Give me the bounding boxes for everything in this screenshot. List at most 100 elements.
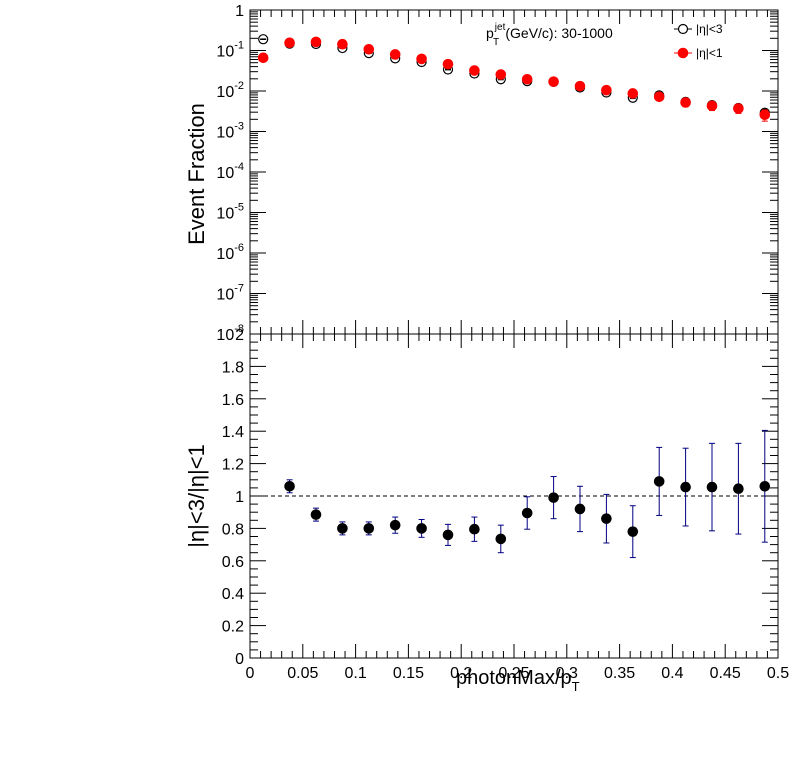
- data-point: [759, 109, 771, 120]
- y-tick-base: 10: [216, 84, 234, 101]
- data-point: [627, 526, 639, 537]
- y-tick-exponent: -7: [234, 283, 244, 295]
- y-tick-label: 0.6: [222, 554, 244, 571]
- x-tick-label: 0.35: [604, 665, 635, 682]
- data-point: [442, 529, 454, 541]
- annotation-main: p: [486, 25, 494, 41]
- x-tick-label: 0.1: [344, 665, 366, 682]
- y-tick-label: 10-3: [216, 121, 244, 142]
- data-point: [574, 80, 586, 92]
- y-tick-base: 10: [216, 44, 234, 61]
- data-point: [389, 49, 401, 60]
- data-point: [706, 481, 718, 493]
- bottom-panel: 0 0.2 0.4 0.6 0.8 1 1.2 1.4 1.6 1.8 2 0 0.05 0.1 0.15 0…: [184, 327, 789, 694]
- data-point: [310, 509, 322, 520]
- y-tick-label: 0: [235, 651, 244, 668]
- data-point: [601, 513, 612, 524]
- x-tick-label: 0.5: [767, 665, 789, 682]
- y-tick-label: 10-8: [216, 323, 244, 344]
- y-tick-label: 1.8: [222, 359, 244, 376]
- y-tick-base: 10: [216, 327, 234, 344]
- x-tick-label: 0.25: [498, 665, 529, 682]
- y-tick-exponent: -2: [234, 80, 244, 92]
- annotation-sup: jet: [494, 22, 506, 33]
- x-tick-label: 0.05: [287, 665, 318, 682]
- x-tick-label: 0.15: [393, 665, 424, 682]
- y-tick-exponent: -6: [234, 242, 244, 254]
- y-tick-base: 10: [216, 165, 234, 182]
- legend-marker: [677, 23, 689, 35]
- data-point: [653, 91, 665, 103]
- series-ratio: [284, 429, 771, 559]
- data-point: [442, 58, 454, 70]
- y-tick-label: 0.4: [222, 586, 244, 603]
- y-tick-exponent: -1: [234, 40, 244, 52]
- x-axis-title-main: photonMax/p: [456, 667, 572, 689]
- y-tick-exponent: -8: [234, 323, 244, 335]
- y-tick-label: 10-1: [216, 40, 244, 61]
- data-point: [310, 36, 322, 48]
- y-tick-label: 10-2: [216, 80, 244, 101]
- data-point: [337, 523, 348, 534]
- x-tick-label: 0.4: [661, 665, 683, 682]
- y-tick-base: 10: [216, 246, 234, 263]
- data-point: [495, 69, 507, 80]
- x-tick-label: 0.45: [710, 665, 741, 682]
- data-point: [284, 37, 295, 49]
- data-point: [495, 533, 507, 545]
- data-point: [653, 476, 665, 487]
- annotation-sub: T: [493, 37, 499, 48]
- y-tick-label: 0.8: [222, 521, 244, 538]
- x-tick-label: 0.3: [556, 665, 578, 682]
- x-tick-label: 0: [246, 665, 255, 682]
- series-eta-lt-1: [257, 36, 771, 122]
- data-point: [337, 38, 348, 50]
- legend-marker: [677, 47, 689, 59]
- data-point: [521, 73, 533, 85]
- data-point: [601, 84, 612, 96]
- y-tick-base: 1: [235, 3, 244, 20]
- data-point: [363, 523, 375, 534]
- data-point: [363, 44, 375, 55]
- data-point: [548, 76, 559, 87]
- data-point: [257, 52, 269, 64]
- data-point: [416, 53, 427, 65]
- y-tick-label: 10-6: [216, 242, 244, 263]
- y-tick-exponent: -4: [234, 161, 244, 173]
- data-point: [416, 523, 427, 534]
- y-tick-label: 2: [235, 327, 244, 344]
- x-axis-title-sub: T: [572, 679, 580, 694]
- y-tick-label: 1: [235, 3, 244, 20]
- data-point: [469, 523, 480, 535]
- data-point: [389, 519, 401, 531]
- series-eta-lt-3: [258, 34, 770, 118]
- y-tick-label: 10-7: [216, 283, 244, 304]
- data-point: [733, 103, 744, 114]
- y-tick-label: 1.2: [222, 457, 244, 474]
- y-tick-label: 10-5: [216, 202, 244, 223]
- data-point: [574, 503, 586, 515]
- y-tick-base: 10: [216, 206, 234, 223]
- x-tick-label: 0.2: [450, 665, 472, 682]
- data-point: [469, 65, 480, 76]
- y-tick-exponent: -5: [234, 202, 244, 214]
- annotation-rest: (GeV/c): 30-1000: [505, 25, 613, 41]
- y-axis-title-bottom: |η|<3/|η|<1: [184, 444, 209, 548]
- x-axis-title: photonMax/pT: [456, 667, 580, 694]
- data-point: [258, 34, 269, 45]
- y-tick-base: 10: [216, 125, 234, 142]
- data-point: [548, 492, 559, 503]
- y-tick-label: 1: [235, 489, 244, 506]
- data-point: [627, 88, 639, 99]
- y-tick-label: 10-4: [216, 161, 244, 182]
- y-tick-label: 1.4: [222, 424, 244, 441]
- data-point: [521, 507, 533, 519]
- y-tick-exponent: -3: [234, 121, 244, 133]
- y-tick-base: 10: [216, 287, 234, 304]
- y-tick-label: 1.6: [222, 392, 244, 409]
- data-point: [680, 97, 691, 108]
- legend-label: |η|<1: [696, 46, 723, 60]
